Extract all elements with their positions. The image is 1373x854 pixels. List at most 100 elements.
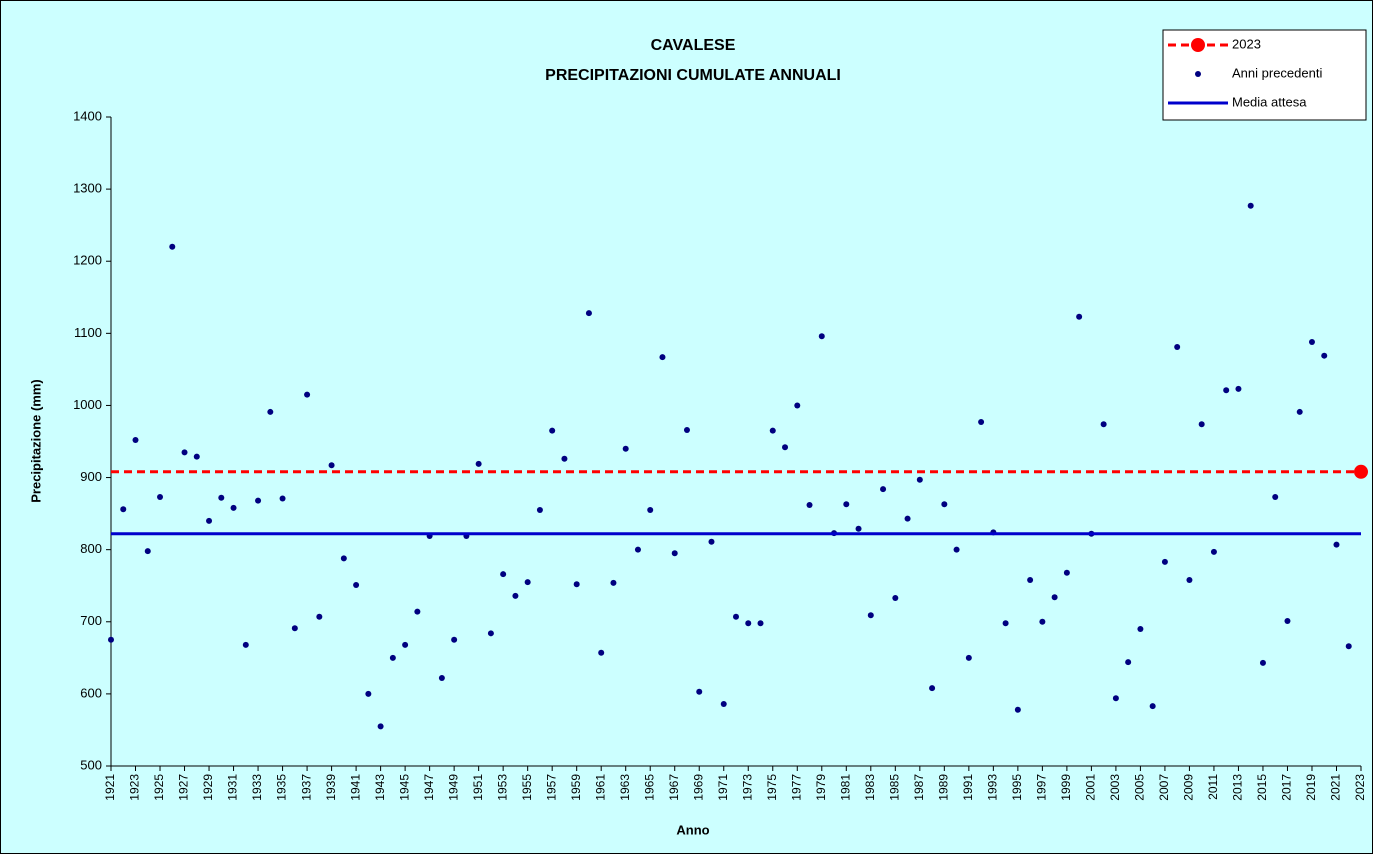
data-point xyxy=(1063,569,1070,576)
data-point xyxy=(1137,625,1144,632)
y-tick-label: 1100 xyxy=(74,325,102,340)
data-point xyxy=(1125,659,1132,666)
x-tick-label: 2017 xyxy=(1280,774,1294,801)
x-tick-label: 1923 xyxy=(128,774,142,801)
data-point xyxy=(414,608,421,615)
data-point xyxy=(696,688,703,695)
x-tick-label: 2019 xyxy=(1304,774,1318,801)
x-tick-label: 1933 xyxy=(250,774,264,801)
x-tick-label: 1987 xyxy=(912,774,926,801)
data-point xyxy=(512,592,519,599)
x-tick-label: 1971 xyxy=(716,774,730,801)
data-point xyxy=(733,613,739,620)
data-point xyxy=(610,579,617,586)
data-point xyxy=(230,504,237,511)
x-tick-label: 1957 xyxy=(544,774,558,801)
chart-subtitle: PRECIPITAZIONI CUMULATE ANNUALI xyxy=(545,67,841,84)
data-point xyxy=(267,408,274,415)
data-point xyxy=(757,620,764,627)
data-point xyxy=(365,690,372,697)
x-tick-label: 1967 xyxy=(667,774,681,801)
x-tick-label: 2015 xyxy=(1255,774,1269,801)
data-point xyxy=(340,555,347,562)
x-tick-label: 1925 xyxy=(152,774,166,801)
x-tick-label: 1921 xyxy=(103,774,117,801)
data-point xyxy=(622,445,629,452)
data-point xyxy=(157,494,164,501)
x-tick-label: 1975 xyxy=(765,774,779,801)
data-point xyxy=(1149,703,1156,710)
x-axis-label: Anno xyxy=(676,822,709,837)
x-tick-label: 1939 xyxy=(324,774,338,801)
x-tick-label: 2011 xyxy=(1206,774,1220,800)
data-point xyxy=(304,391,311,398)
x-tick-label: 1995 xyxy=(1010,774,1024,801)
x-tick-label: 1993 xyxy=(986,774,1000,801)
data-point xyxy=(585,310,592,317)
data-point xyxy=(1051,594,1058,601)
x-tick-label: 1989 xyxy=(937,774,951,801)
y-tick-label: 1400 xyxy=(73,108,102,123)
x-tick-label: 1949 xyxy=(446,774,460,801)
data-point xyxy=(647,507,654,514)
data-point xyxy=(218,494,225,501)
data-point xyxy=(978,419,985,426)
data-point xyxy=(1186,576,1193,583)
data-point xyxy=(806,501,813,508)
data-point xyxy=(1235,385,1242,392)
y-tick-label: 900 xyxy=(80,469,102,484)
data-point xyxy=(181,449,188,456)
x-tick-label: 2021 xyxy=(1329,774,1343,801)
data-point xyxy=(487,630,494,637)
x-tick-label: 1931 xyxy=(226,774,240,801)
data-point xyxy=(745,620,752,627)
data-point xyxy=(573,581,580,588)
data-point xyxy=(169,243,176,250)
data-point xyxy=(1100,421,1107,428)
data-point xyxy=(1247,202,1254,209)
x-tick-label: 1927 xyxy=(177,774,191,801)
x-tick-label: 1955 xyxy=(520,774,534,801)
data-point xyxy=(683,426,690,433)
x-tick-label: 2023 xyxy=(1353,774,1367,801)
data-point xyxy=(941,501,948,508)
y-tick-label: 1300 xyxy=(73,181,102,196)
x-tick-label: 1981 xyxy=(838,774,852,801)
x-tick-label: 2003 xyxy=(1108,774,1122,801)
data-point xyxy=(818,333,825,340)
data-point xyxy=(769,427,776,434)
data-point xyxy=(1284,618,1291,625)
data-point xyxy=(549,427,556,434)
data-point xyxy=(377,723,384,730)
data-point xyxy=(316,613,323,620)
y-tick-label: 1200 xyxy=(73,253,102,268)
x-tick-label: 1979 xyxy=(814,774,828,801)
data-point xyxy=(561,455,568,462)
x-tick-label: 1985 xyxy=(887,774,901,801)
data-point xyxy=(328,462,335,469)
data-point xyxy=(206,517,213,524)
legend-marker xyxy=(1195,71,1201,77)
x-tick-label: 2009 xyxy=(1182,774,1196,801)
x-tick-label: 1945 xyxy=(397,774,411,801)
x-tick-label: 2001 xyxy=(1084,774,1098,801)
data-point xyxy=(255,497,262,504)
data-point xyxy=(524,579,531,586)
x-tick-label: 1961 xyxy=(593,774,607,801)
x-tick-label: 1943 xyxy=(373,774,387,801)
x-tick-label: 1977 xyxy=(789,774,803,801)
data-point xyxy=(929,685,936,692)
data-point xyxy=(1259,659,1266,666)
x-tick-label: 1965 xyxy=(642,774,656,801)
x-tick-label: 1953 xyxy=(495,774,509,801)
x-tick-label: 1969 xyxy=(691,774,705,801)
data-point xyxy=(1321,352,1328,359)
data-point xyxy=(291,625,298,632)
x-tick-label: 1973 xyxy=(740,774,754,801)
data-point xyxy=(904,515,911,522)
data-point xyxy=(402,641,409,648)
data-point xyxy=(1076,313,1083,320)
y-tick-label: 700 xyxy=(80,613,102,628)
